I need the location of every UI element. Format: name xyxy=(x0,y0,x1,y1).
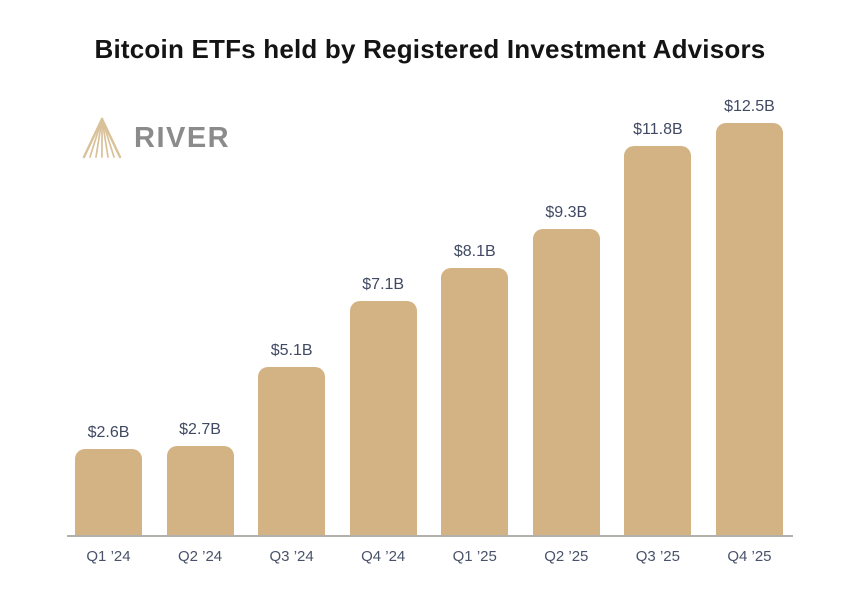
x-axis-label: Q2 ’25 xyxy=(544,548,589,565)
plot-area: $2.6B $2.7B $5.1B $7.1B $8.1B $9.3B $11.8B $12.… xyxy=(67,77,793,537)
x-axis-label: Q2 ’24 xyxy=(177,548,223,565)
x-axis-label: Q1 ’25 xyxy=(452,548,497,565)
river-logo-text: RIVER xyxy=(134,121,231,154)
bar-column: $5.1B xyxy=(258,341,326,535)
bar-value-label: $12.5B xyxy=(724,98,775,115)
bar xyxy=(258,366,326,535)
bar xyxy=(532,228,600,535)
bar-column: $2.6B xyxy=(75,424,142,535)
bar-column: $2.7B xyxy=(166,421,234,535)
river-logo: RIVER xyxy=(80,116,230,160)
x-axis-labels: Q1 ’24 Q2 ’24 Q3 ’24 Q4 ’24 Q1 ’25 Q2 ’25 Q3 ’… xyxy=(67,537,793,565)
bar xyxy=(166,446,234,535)
bar-value-label: $2.7B xyxy=(179,421,221,438)
bar-value-label: $2.6B xyxy=(87,424,130,442)
bar-column: $12.5B xyxy=(715,98,783,535)
bar-value-label: $9.3B xyxy=(545,203,588,221)
bar-chart: $2.6B $2.7B $5.1B $7.1B $8.1B $9.3B $11.8B $12.… xyxy=(67,77,793,565)
bar-value-label: $8.1B xyxy=(453,243,496,260)
bar-column: $7.1B xyxy=(349,276,417,535)
chart-title: Bitcoin ETFs held by Registered Investme… xyxy=(94,34,766,64)
bar-column: $8.1B xyxy=(441,243,509,535)
river-rays-icon xyxy=(80,116,124,160)
bar xyxy=(715,123,783,535)
bar xyxy=(349,301,417,535)
x-axis-label: Q3 ’25 xyxy=(635,548,680,565)
x-axis-label: Q3 ’24 xyxy=(269,548,314,565)
bar-column: $11.8B xyxy=(624,121,692,535)
x-axis-label: Q4 ’25 xyxy=(727,548,772,565)
bar-value-label: $7.1B xyxy=(362,276,405,293)
x-axis-label: Q4 ’24 xyxy=(361,548,406,565)
x-axis-label: Q1 ’24 xyxy=(86,548,131,565)
bar xyxy=(75,449,142,535)
bar-value-label: $11.8B xyxy=(633,121,683,139)
bar xyxy=(624,146,692,535)
bar-column: $9.3B xyxy=(532,203,600,535)
bar-value-label: $5.1B xyxy=(270,341,313,359)
bar xyxy=(441,268,509,535)
